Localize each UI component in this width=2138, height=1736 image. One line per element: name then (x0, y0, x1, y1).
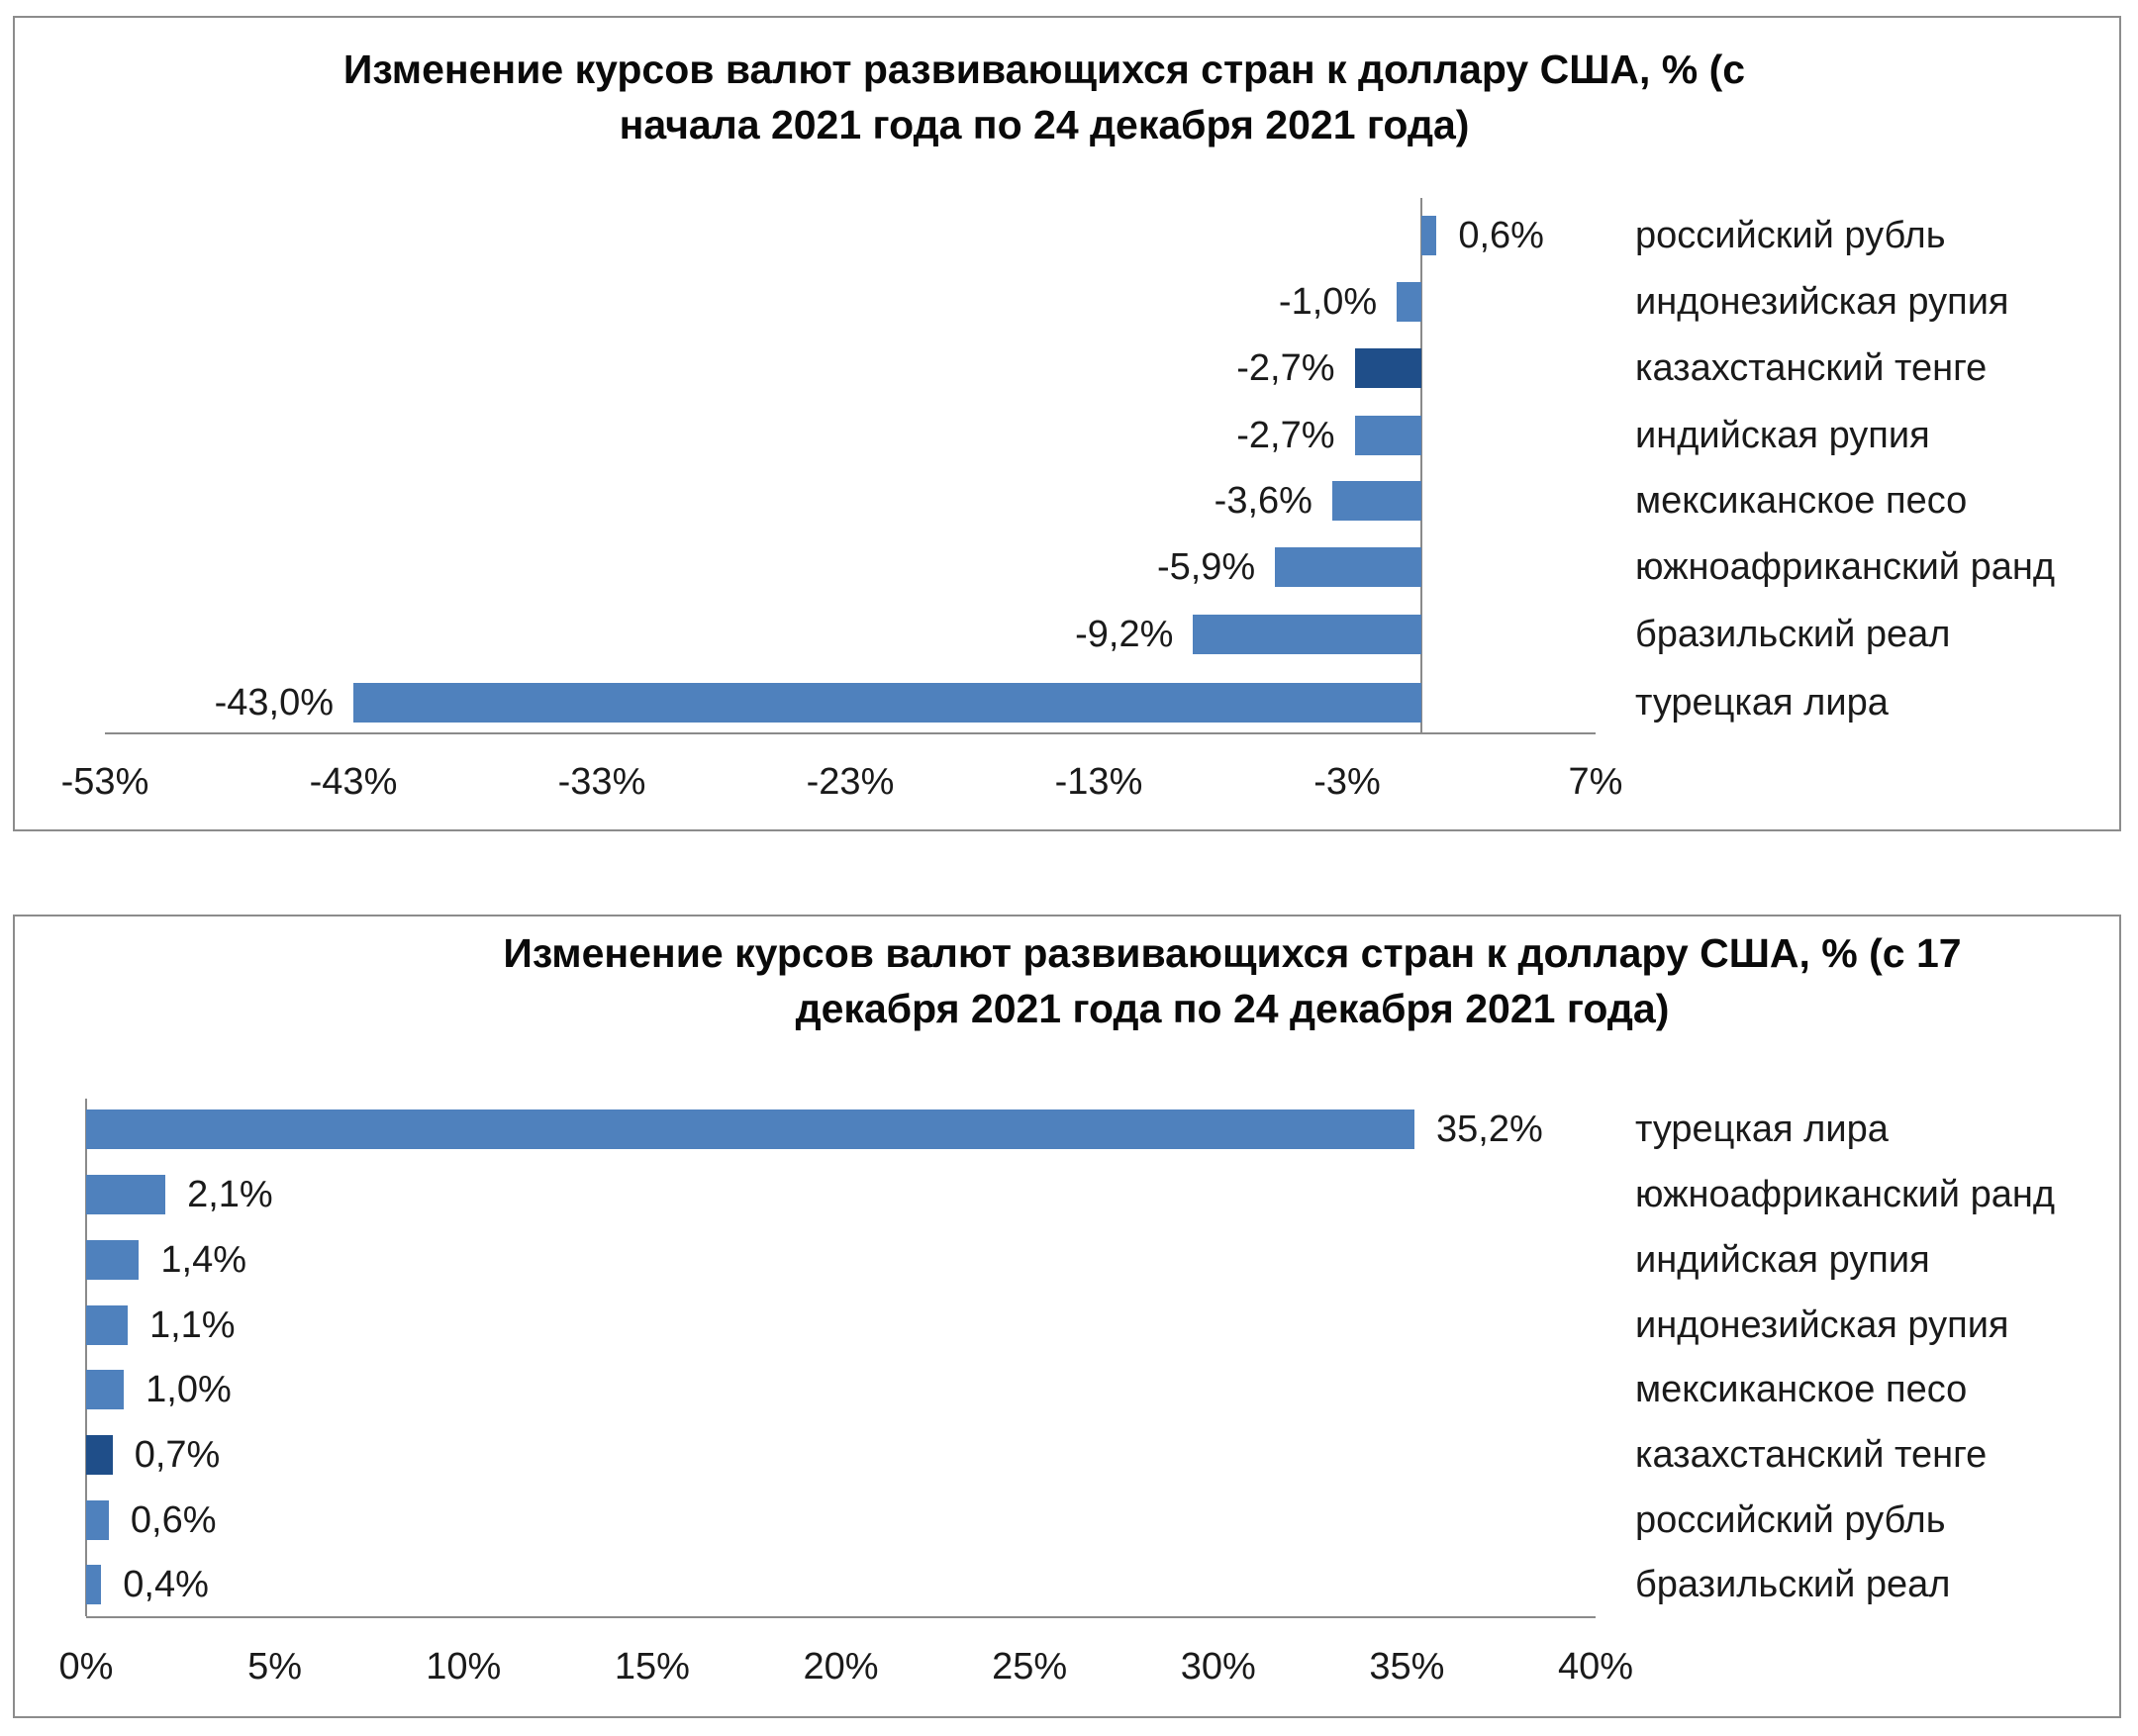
x-axis-line (105, 732, 1596, 734)
category-label: турецкая лира (1635, 1109, 1889, 1150)
y-axis-line (1420, 198, 1423, 732)
x-tick-label: -33% (557, 761, 646, 803)
x-tick-label: 5% (247, 1646, 303, 1688)
x-tick-label: -23% (806, 761, 895, 803)
bar (1397, 282, 1422, 322)
chart-title-line-2: начала 2021 года по 24 декабря 2021 года… (619, 102, 1470, 147)
chart-title-ytd: Изменение курсов валют развивающихся стр… (252, 42, 1836, 152)
category-label: южноафриканский ранд (1635, 1174, 2056, 1215)
bar (86, 1109, 1414, 1149)
bar (86, 1305, 128, 1345)
chart-panel-weekly (13, 915, 2121, 1718)
data-label: -2,7% (1236, 347, 1335, 389)
x-tick-label: 0% (58, 1646, 114, 1688)
bar (86, 1565, 102, 1604)
bar (86, 1240, 140, 1280)
data-label: 1,1% (148, 1304, 236, 1346)
x-tick-label: -3% (1313, 761, 1381, 803)
category-label: индонезийская рупия (1635, 281, 2009, 323)
x-tick-label: 40% (1557, 1646, 1634, 1688)
chart-title-line-2: декабря 2021 года по 24 декабря 2021 год… (795, 986, 1670, 1031)
bar (86, 1175, 166, 1214)
data-label: 0,7% (134, 1434, 221, 1476)
bar (86, 1370, 125, 1409)
category-label: южноафриканский ранд (1635, 546, 2056, 588)
chart-title-line-1: Изменение курсов валют развивающихся стр… (342, 47, 1746, 92)
category-label: индонезийская рупия (1635, 1304, 2009, 1346)
category-label: российский рубль (1635, 1499, 1946, 1541)
category-label: индийская рупия (1635, 415, 1930, 456)
data-label: -2,7% (1236, 415, 1335, 456)
x-tick-label: 20% (803, 1646, 879, 1688)
chart-title-line-1: Изменение курсов валют развивающихся стр… (503, 930, 1962, 976)
x-tick-label: -53% (60, 761, 149, 803)
data-label: -5,9% (1156, 546, 1256, 588)
x-tick-label: 7% (1568, 761, 1623, 803)
x-tick-label: 10% (426, 1646, 502, 1688)
data-label: 0,4% (123, 1564, 209, 1605)
x-tick-label: -13% (1054, 761, 1143, 803)
category-label: российский рубль (1635, 215, 1946, 256)
category-label: турецкая лира (1635, 682, 1889, 723)
x-tick-label: 35% (1369, 1646, 1445, 1688)
category-label: мексиканское песо (1635, 480, 1968, 522)
category-label: казахстанский тенге (1635, 1434, 1988, 1476)
data-label: 1,0% (146, 1369, 232, 1410)
bar (1275, 547, 1422, 587)
x-tick-label: 25% (992, 1646, 1068, 1688)
data-label: -3,6% (1214, 480, 1312, 522)
data-label: 1,4% (160, 1239, 246, 1281)
category-label: бразильский реал (1635, 614, 1951, 655)
bar (1354, 348, 1422, 388)
bar (1331, 481, 1422, 521)
x-tick-label: -43% (309, 761, 398, 803)
x-axis-line (86, 1616, 1596, 1618)
bar (353, 683, 1422, 723)
category-label: бразильский реал (1635, 1564, 1951, 1605)
data-label: -1,0% (1278, 281, 1378, 323)
data-label: 35,2% (1436, 1109, 1543, 1150)
category-label: индийская рупия (1635, 1239, 1930, 1281)
chart-title-weekly: Изменение курсов валют развивающихся стр… (411, 925, 2054, 1036)
category-label: мексиканское песо (1635, 1369, 1968, 1410)
category-label: казахстанский тенге (1635, 347, 1988, 389)
bar (1354, 416, 1422, 455)
data-label: 0,6% (1458, 215, 1544, 256)
bar (86, 1435, 113, 1475)
data-label: 2,1% (187, 1174, 273, 1215)
bar (1421, 216, 1437, 255)
y-axis-line (85, 1099, 87, 1616)
x-tick-label: 30% (1180, 1646, 1256, 1688)
bar (86, 1500, 109, 1540)
data-label: 0,6% (130, 1499, 217, 1541)
x-tick-label: 15% (614, 1646, 690, 1688)
bar (1193, 615, 1422, 654)
data-label: -43,0% (214, 682, 334, 723)
data-label: -9,2% (1075, 614, 1174, 655)
